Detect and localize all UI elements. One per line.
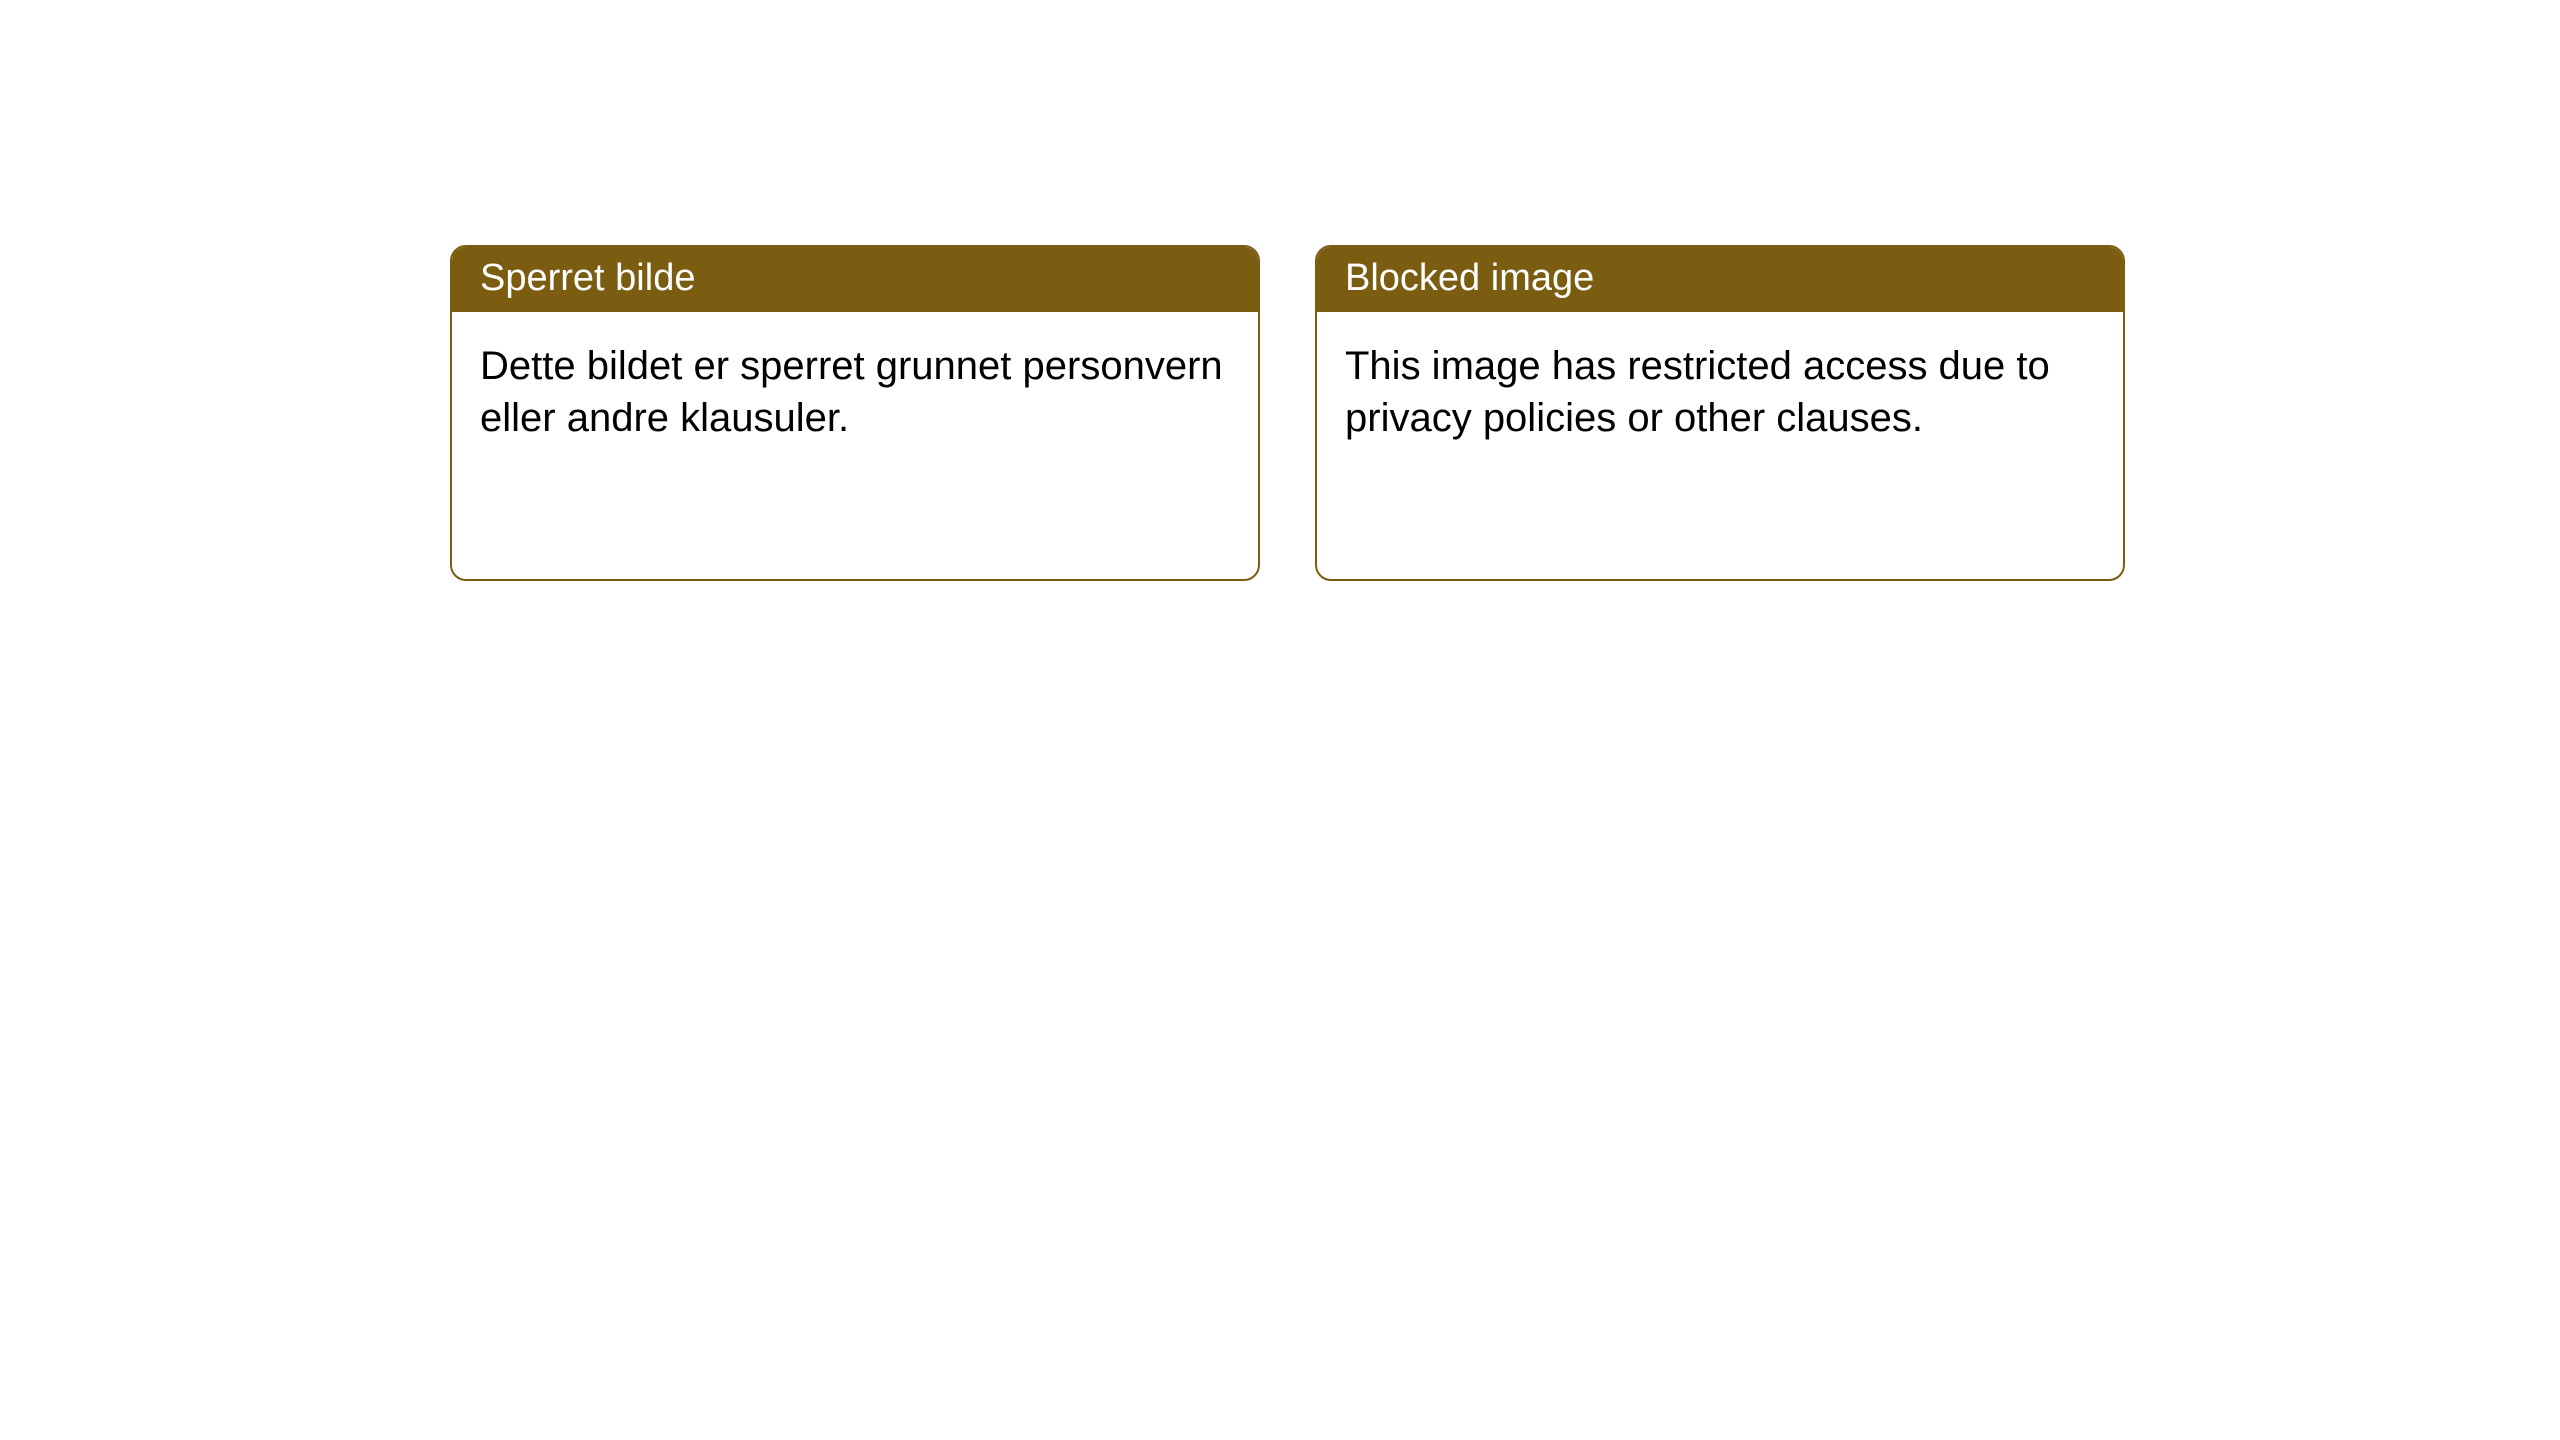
notice-body-text: This image has restricted access due to … [1345, 344, 2050, 440]
notice-container: Sperret bilde Dette bildet er sperret gr… [0, 0, 2560, 581]
notice-box-english: Blocked image This image has restricted … [1315, 245, 2125, 581]
notice-body-text: Dette bildet er sperret grunnet personve… [480, 344, 1223, 440]
notice-box-norwegian: Sperret bilde Dette bildet er sperret gr… [450, 245, 1260, 581]
notice-header: Sperret bilde [452, 247, 1258, 312]
notice-body: This image has restricted access due to … [1317, 312, 2123, 472]
notice-title: Sperret bilde [480, 257, 695, 299]
notice-header: Blocked image [1317, 247, 2123, 312]
notice-body: Dette bildet er sperret grunnet personve… [452, 312, 1258, 472]
notice-title: Blocked image [1345, 257, 1594, 299]
